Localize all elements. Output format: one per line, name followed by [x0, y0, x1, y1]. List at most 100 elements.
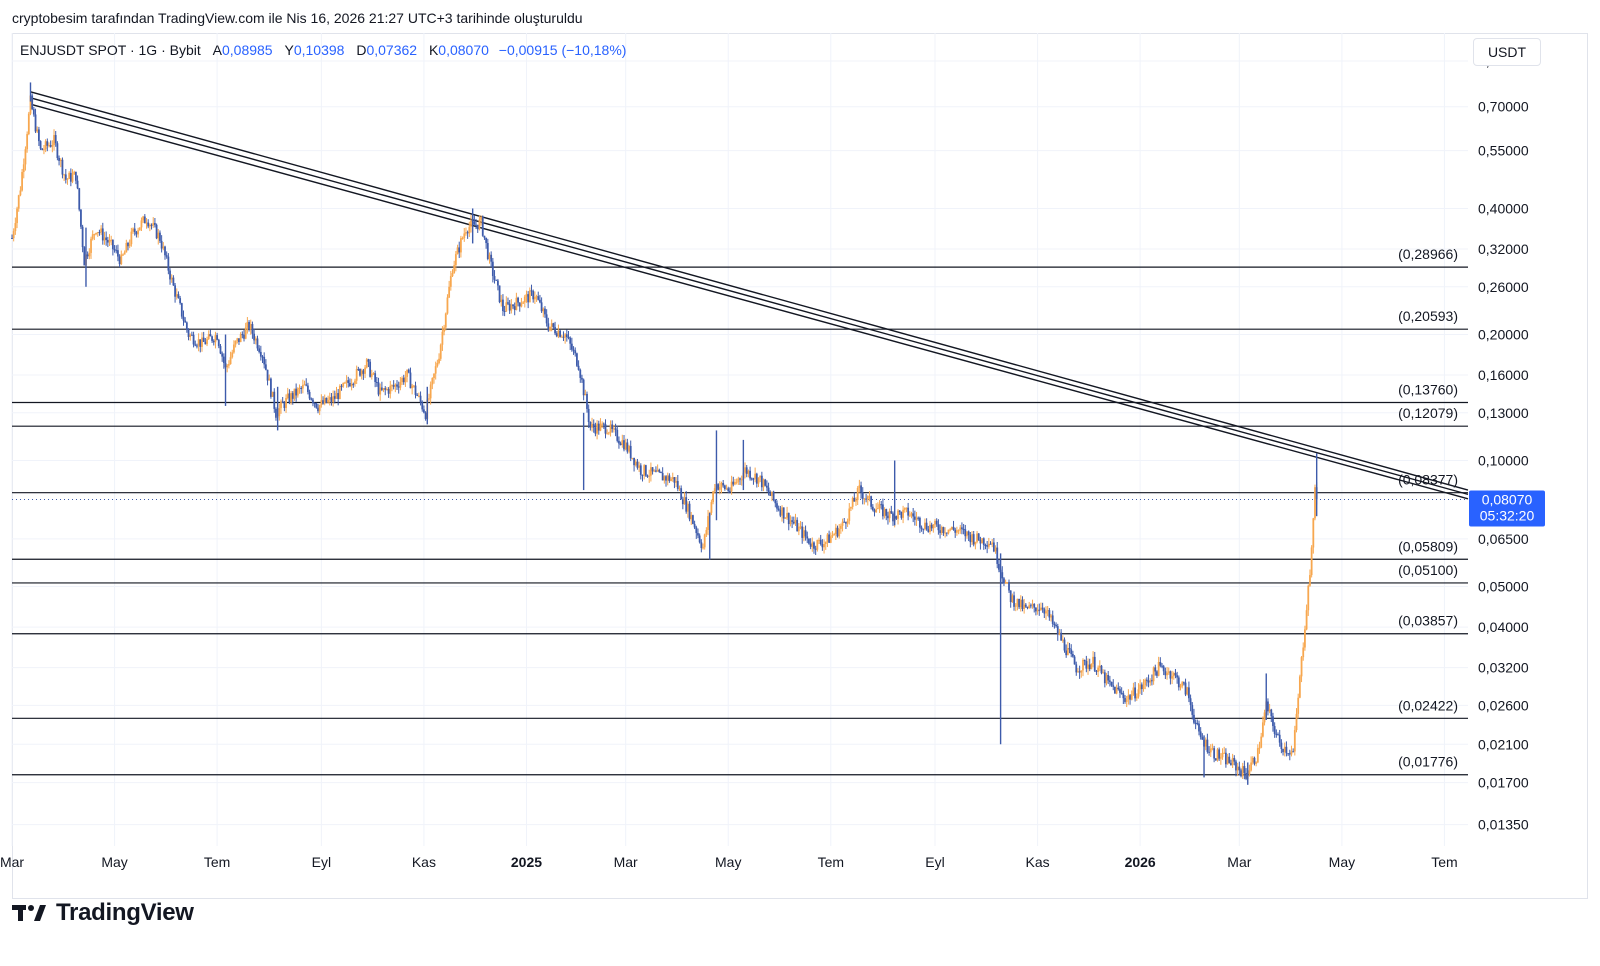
candle-body — [233, 344, 235, 353]
candle-body — [1087, 664, 1089, 669]
candle-body — [61, 159, 64, 175]
candle-body — [1253, 757, 1256, 764]
candle-body — [343, 382, 346, 384]
candle-body — [539, 299, 541, 303]
candle-body — [189, 334, 192, 337]
candle-body — [641, 474, 644, 476]
candle-body — [692, 515, 694, 524]
time-tick-label: Mar — [1227, 854, 1251, 870]
candle-body — [690, 515, 693, 520]
candle-body — [782, 507, 785, 519]
candle-body — [202, 337, 205, 342]
candle-body — [1110, 681, 1113, 686]
candle-body — [1219, 757, 1222, 759]
candle-body — [644, 465, 647, 476]
candle-body — [882, 504, 884, 517]
candle-body — [930, 524, 933, 529]
candle-body — [468, 226, 471, 234]
candle-body — [206, 339, 208, 345]
candle-body — [1018, 598, 1020, 608]
candle-body — [377, 382, 380, 395]
candle-body — [510, 304, 513, 311]
candle-body — [545, 314, 548, 324]
trendline — [30, 91, 1469, 491]
candle-body — [1255, 762, 1258, 764]
candle-body — [878, 504, 881, 509]
candle-body — [876, 508, 879, 510]
candle-body — [1077, 671, 1079, 673]
candle-body — [787, 512, 790, 525]
candle-body — [429, 384, 432, 399]
candle-body — [917, 517, 920, 519]
candle-body — [846, 520, 849, 524]
candle-body — [162, 246, 165, 249]
horizontal-levels: (0,28966) (0,20593) (0,13760) (0,12079) (0,0… — [12, 246, 1468, 776]
candle-body — [1292, 751, 1295, 753]
candle-body — [910, 513, 913, 516]
candle-body — [824, 541, 827, 545]
candle-body — [819, 539, 822, 545]
candle-body — [712, 491, 714, 503]
candle-body — [286, 393, 289, 398]
candle-body — [903, 508, 906, 510]
currency-selector[interactable]: USDT — [1473, 38, 1541, 66]
candle-body — [1139, 684, 1142, 690]
price-tick-label: 0,06500 — [1478, 531, 1529, 547]
candle-body — [1263, 712, 1266, 723]
candle-body — [138, 227, 141, 231]
candle-body — [809, 543, 812, 547]
candle-body — [1305, 610, 1308, 630]
candle-body — [952, 526, 955, 530]
candle-body — [727, 488, 730, 491]
candle-body — [1280, 742, 1283, 749]
candle-body — [496, 280, 499, 286]
candle-body — [621, 440, 624, 446]
candle-body — [456, 247, 459, 255]
candle-body — [1140, 684, 1143, 690]
candle-body — [98, 232, 101, 234]
candle-body — [1258, 747, 1261, 749]
candle-body — [660, 471, 662, 473]
candle-body — [147, 222, 150, 227]
candle-body — [498, 285, 501, 303]
candle-body — [238, 338, 240, 343]
candle-body — [174, 285, 176, 297]
candle-body — [251, 324, 254, 334]
candle-body — [32, 109, 35, 115]
candle-body — [201, 337, 203, 347]
candle-body — [981, 538, 984, 544]
candle-body — [813, 542, 815, 549]
candle-body — [1058, 632, 1061, 635]
candle-body — [944, 532, 947, 534]
candle-body — [231, 352, 234, 358]
time-tick-label: 2026 — [1125, 854, 1156, 870]
candle-body — [760, 475, 763, 488]
candle-body — [550, 323, 553, 327]
candle-body — [977, 533, 980, 540]
candle-body — [31, 95, 34, 110]
candle-body — [1023, 604, 1026, 609]
candle-body — [613, 428, 615, 430]
candle-body — [623, 440, 625, 450]
candle-body — [1169, 671, 1172, 679]
candle-body — [576, 353, 578, 366]
price-tick-label: 0,03200 — [1478, 660, 1529, 676]
candle-body — [17, 195, 20, 209]
candle-body — [527, 294, 530, 303]
candle-body — [27, 113, 30, 135]
candle-body — [1162, 666, 1165, 672]
candle-body — [860, 485, 862, 493]
candle-body — [1066, 647, 1069, 656]
candle-body — [1214, 758, 1217, 761]
time-tick-label: Tem — [1431, 854, 1457, 870]
candle-body — [179, 298, 182, 304]
candle-body — [841, 521, 844, 526]
candle-body — [389, 385, 392, 394]
candle-body — [880, 504, 883, 506]
candle-body — [591, 423, 593, 428]
candle-body — [1124, 698, 1126, 702]
candle-body — [836, 527, 839, 537]
time-tick-label: Kas — [412, 854, 436, 870]
tradingview-logo[interactable]: TradingView — [12, 898, 194, 928]
